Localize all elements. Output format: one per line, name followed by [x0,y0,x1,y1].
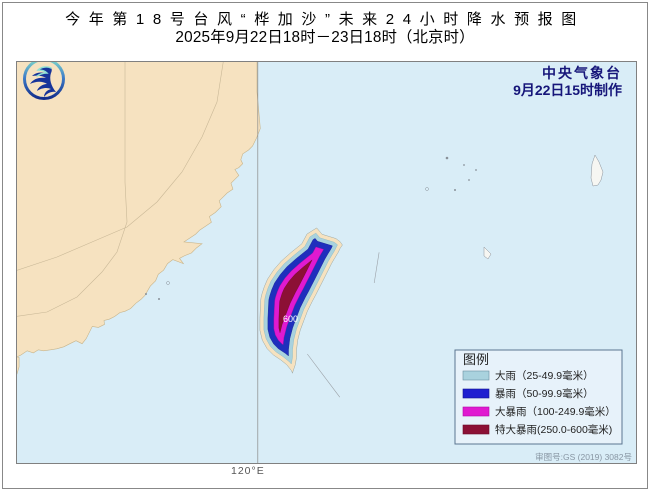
svg-text:图例: 图例 [463,352,489,367]
svg-text:大暴雨（100-249.9毫米）: 大暴雨（100-249.9毫米） [495,405,616,418]
svg-text:中央气象台: 中央气象台 [542,65,622,81]
svg-text:特大暴雨(250.0-600毫米): 特大暴雨(250.0-600毫米) [495,423,612,436]
svg-text:600: 600 [283,314,298,324]
svg-text:暴雨（50-99.9毫米）: 暴雨（50-99.9毫米） [495,387,594,400]
svg-text:9月22日15时制作: 9月22日15时制作 [513,82,622,98]
svg-text:大雨（25-49.9毫米）: 大雨（25-49.9毫米） [495,369,594,382]
